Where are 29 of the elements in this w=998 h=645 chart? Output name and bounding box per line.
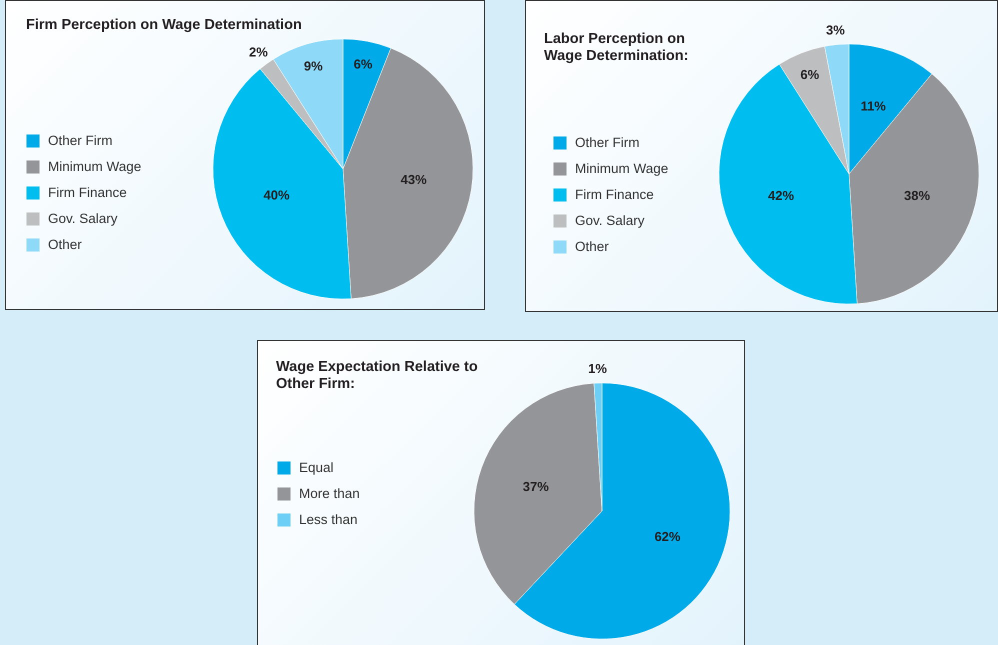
data-label: 6%: [354, 56, 373, 72]
data-label: 42%: [768, 188, 794, 204]
data-label: 9%: [304, 58, 324, 74]
data-label: 40%: [264, 187, 290, 202]
text: Labor Perception on Wage Determination:: [544, 31, 688, 65]
legend-label: Firm Finance: [575, 187, 654, 202]
data-label: 6%: [800, 66, 820, 82]
legend-label: Other: [48, 237, 82, 252]
data-label: 11%: [860, 98, 886, 114]
legend-label: Firm Finance: [48, 185, 127, 200]
legend-label: Other Firm: [48, 133, 113, 148]
legend-label: Minimum Wage: [48, 159, 142, 174]
data-label: 37%: [522, 479, 550, 494]
legend-label: Gov. Salary: [575, 213, 645, 228]
legend-label: Other: [575, 239, 610, 254]
legend-label: Less than: [299, 512, 358, 527]
data-label: 38%: [904, 188, 930, 204]
data-label: 2%: [248, 44, 268, 60]
legend-label: Equal: [299, 460, 334, 475]
legend-label: Other Firm: [575, 135, 640, 150]
legend-label: More than: [299, 486, 360, 501]
chart-title: Firm Perception on Wage Determination: [26, 17, 302, 34]
chart-title: Wage Expectation Relative to Other Firm:: [276, 359, 478, 393]
legend-label: Gov. Salary: [48, 211, 118, 226]
data-label: 43%: [400, 172, 428, 188]
data-label: 62%: [654, 528, 681, 544]
data-label: 1%: [588, 361, 608, 376]
data-label: 3%: [826, 22, 846, 38]
legend-label: Minimum Wage: [575, 161, 668, 176]
